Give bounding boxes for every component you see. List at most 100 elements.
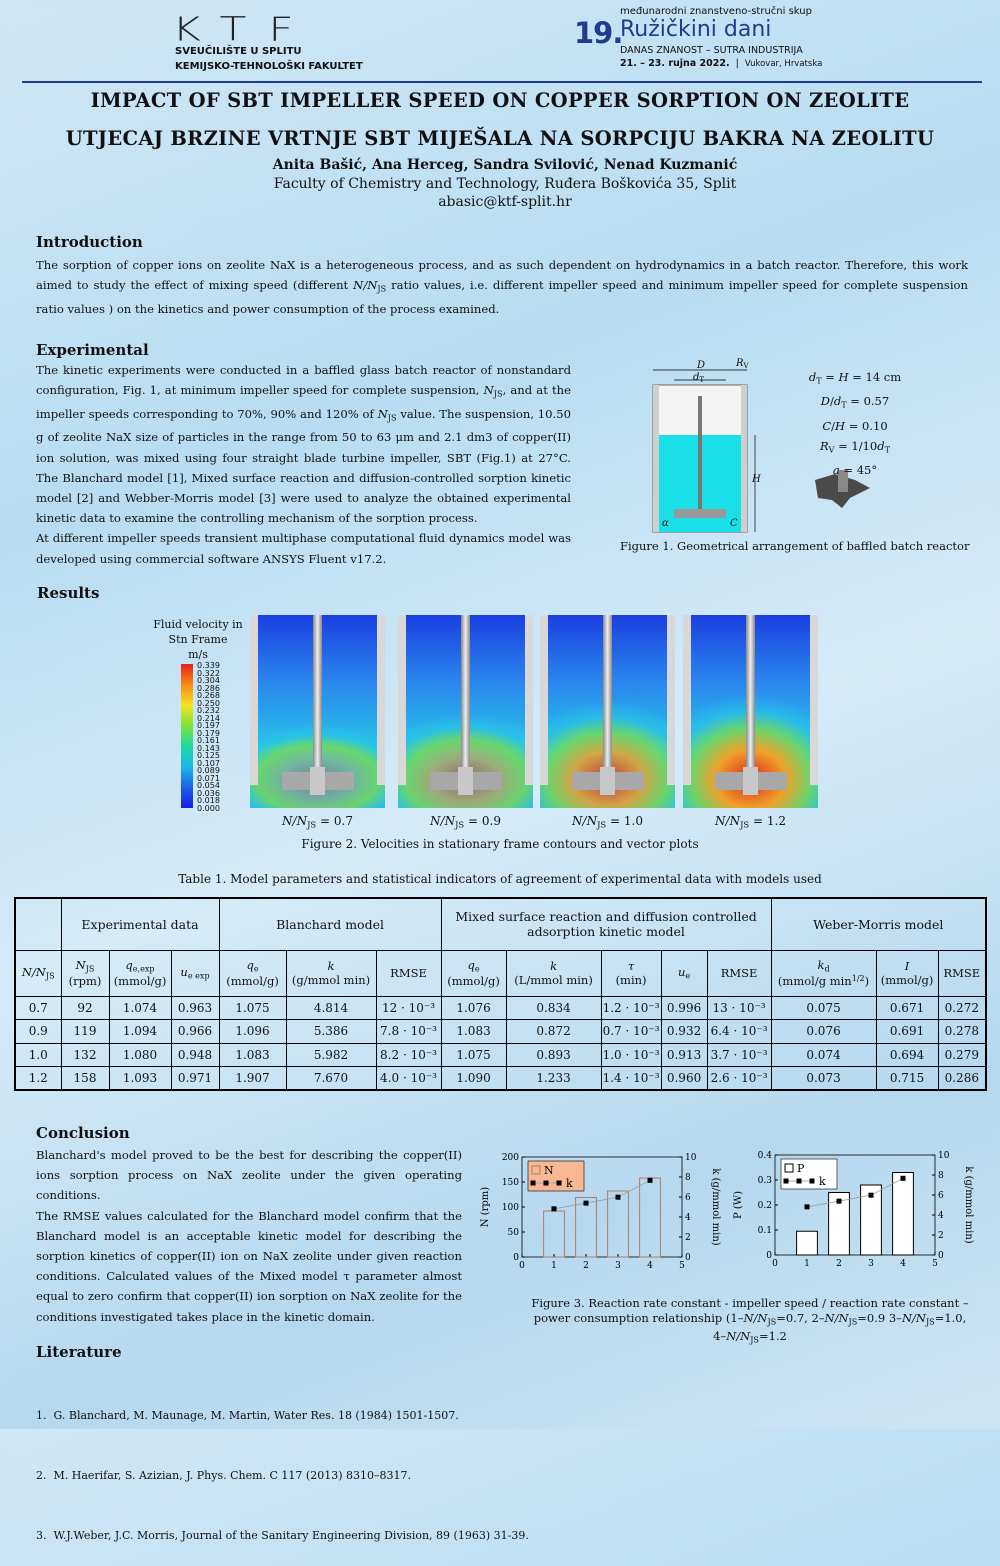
text-span: (min)	[615, 973, 647, 987]
y-tick-label: 100	[502, 1203, 519, 1213]
point-marker	[551, 1206, 557, 1212]
text-span: d	[833, 394, 842, 409]
conference-dates: 21. – 23. rujna 2022.	[620, 58, 730, 69]
text-span: = 1.2	[749, 814, 786, 828]
panel-label: N/NJS = 0.9	[388, 814, 543, 830]
shaft	[313, 615, 322, 785]
table-cell: 0.272	[937, 995, 987, 1020]
reference: 3. W.J.Weber, J.C. Morris, Journal of th…	[36, 1529, 529, 1542]
table-cell: 0.074	[770, 1042, 877, 1067]
table-cell: 0.278	[937, 1019, 987, 1044]
email: abasic@ktf-split.hr	[438, 194, 572, 210]
column-header: qe,exp (mmol/g)	[108, 949, 172, 997]
shaft	[746, 615, 755, 785]
x-tick-label: 2	[583, 1261, 589, 1271]
reference: 1. G. Blanchard, M. Maunage, M. Martin, …	[36, 1409, 459, 1422]
conference-motto: DANAS ZNANOST – SUTRA INDUSTRIJA	[620, 45, 803, 56]
bar	[828, 1192, 850, 1256]
y-tick-label: 200	[502, 1153, 519, 1163]
text-span: a	[832, 463, 840, 478]
cfd-panel	[683, 615, 818, 808]
colorbar-tick-label: 0.054	[197, 781, 220, 790]
text-span: JS	[597, 819, 607, 830]
text-span: d	[824, 964, 830, 974]
text-span: =1.0, 4–	[713, 1311, 967, 1344]
table-cell: 0.691	[875, 1019, 939, 1044]
figure-caption: Figure 1. Geometrical arrangement of baf…	[620, 539, 970, 553]
baffle	[653, 385, 659, 532]
bar	[575, 1197, 597, 1258]
colorbar-tick-label: 0.125	[197, 751, 220, 760]
text-span: =0.9 3–	[857, 1311, 902, 1325]
colorbar-tick-label: 0.143	[197, 743, 220, 753]
legend-label: N	[544, 1164, 554, 1177]
reference: 2. M. Haerifar, S. Azizian, J. Phys. Che…	[36, 1469, 411, 1482]
table-row: 1.2 158 1.093 0.971 1.907 7.670 4.0 · 10⁻³ 1.09…	[14, 1066, 987, 1091]
text-span: = 1.0	[606, 814, 643, 828]
table-cell: 1.075	[440, 1042, 507, 1067]
x-tick-label: 4	[900, 1259, 906, 1269]
text-span: N	[483, 383, 494, 398]
text-span: /	[830, 394, 834, 409]
text-span: e,exp	[132, 964, 155, 974]
bar	[607, 1190, 629, 1258]
table-cell: 1.2 · 10⁻³	[600, 995, 662, 1020]
column-row: N/NJS NJS (rpm) qe,exp (mmol/g) ue exp qe (mmol…	[14, 949, 987, 997]
y-axis-label: N (rpm)	[480, 1187, 491, 1227]
y-tick-label: 0.1	[758, 1226, 772, 1236]
y-tick-label: 0	[766, 1251, 772, 1261]
colorbar-tick-label: 0.268	[197, 691, 220, 700]
text-span: JS	[493, 388, 503, 399]
fig1-label: α	[662, 518, 669, 529]
paragraph: At different impeller speeds transient m…	[36, 528, 571, 568]
text-span: e	[253, 964, 259, 974]
point-marker	[615, 1194, 621, 1200]
y2-tick-label: 2	[685, 1233, 691, 1243]
table-cell: 1.093	[108, 1066, 172, 1091]
text-span: (mmol/g)	[880, 973, 934, 987]
column-header: I (mmol/g)	[875, 949, 939, 997]
text-span: 1/2	[851, 973, 865, 983]
table-cell: 0.9	[14, 1019, 62, 1044]
table-cell: 132	[60, 1042, 110, 1067]
conference-place: Vukovar, Hrvatska	[744, 59, 823, 69]
table-cell: 119	[60, 1019, 110, 1044]
colorbar-tick-label: 0.286	[197, 683, 220, 693]
title-en: IMPACT OF SBT IMPELLER SPEED ON COPPER S…	[90, 89, 910, 112]
text-span: The sorption of copper ions on zeolite N…	[36, 258, 968, 293]
x-tick-label: 0	[772, 1259, 778, 1269]
text-span: RMSE	[943, 966, 981, 980]
legend-label: P	[797, 1162, 805, 1175]
hub	[458, 767, 473, 795]
text-span: k	[327, 959, 335, 973]
text-span: d	[808, 370, 817, 384]
column-header: k (L/mmol min)	[505, 949, 602, 997]
bar	[860, 1184, 882, 1256]
table-cell: 1.080	[108, 1042, 172, 1067]
colorbar-tick-label: 0.197	[197, 721, 220, 730]
text-span: (mmol/g)	[226, 973, 279, 988]
colorbar-title-line: Stn Frame	[168, 633, 228, 646]
column-header: N/NJS	[14, 949, 62, 997]
x-tick-label: 3	[615, 1261, 621, 1271]
table-cell: 1.090	[440, 1066, 507, 1091]
table-cell: 7.670	[285, 1066, 377, 1091]
bar	[639, 1177, 661, 1258]
text-span: = 14 cm	[848, 370, 902, 384]
hub	[743, 767, 758, 795]
paragraph: Blanchard's model proved to be the best …	[36, 1148, 462, 1203]
point-marker	[900, 1175, 906, 1181]
section-heading: Introduction	[36, 233, 143, 251]
table-cell: 0.279	[937, 1042, 987, 1067]
title-hr: UTJECAJ BRZINE VRTNJE SBT MIJEŠALA NA SO…	[65, 127, 935, 150]
colorbar-tick-label: 0.089	[197, 766, 220, 775]
colorbar-tick-label: 0.107	[197, 758, 220, 768]
table-cell: 1.0	[14, 1042, 62, 1067]
conference-name: Ružičkini dani	[620, 17, 772, 42]
table-cell: 0.7	[14, 995, 62, 1020]
text-span: T	[699, 376, 705, 385]
point-marker	[868, 1192, 874, 1198]
table-cell: 0.671	[875, 995, 939, 1020]
paragraph: The RMSE values calculated for the Blanc…	[36, 1208, 462, 1324]
text-span: value. The suspension, 10.50 g of zeolit…	[36, 406, 571, 526]
